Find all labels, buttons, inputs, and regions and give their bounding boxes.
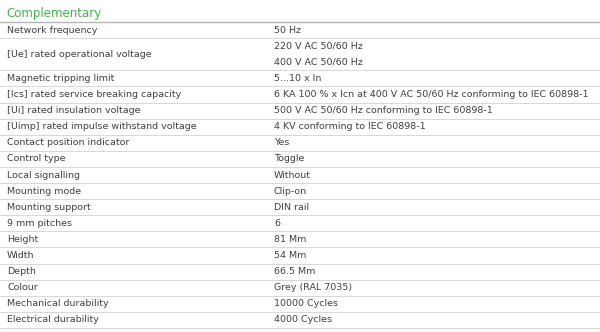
Text: Network frequency: Network frequency [7,26,97,35]
Text: 220 V AC 50/60 Hz: 220 V AC 50/60 Hz [274,42,363,51]
Text: 81 Mm: 81 Mm [274,235,307,244]
Text: Magnetic tripping limit: Magnetic tripping limit [7,74,115,83]
Text: Mounting mode: Mounting mode [7,187,81,196]
Text: Colour: Colour [7,283,38,292]
Text: [Ui] rated insulation voltage: [Ui] rated insulation voltage [7,106,140,115]
Text: Clip-on: Clip-on [274,187,307,196]
Text: 4 KV conforming to IEC 60898-1: 4 KV conforming to IEC 60898-1 [274,122,425,131]
Text: Local signalling: Local signalling [7,171,80,180]
Text: Depth: Depth [7,267,36,276]
Text: 6: 6 [274,219,280,228]
Text: 6 KA 100 % x Icn at 400 V AC 50/60 Hz conforming to IEC 60898-1: 6 KA 100 % x Icn at 400 V AC 50/60 Hz co… [274,90,589,99]
Text: 50 Hz: 50 Hz [274,26,301,35]
Text: 4000 Cycles: 4000 Cycles [274,315,332,324]
Text: Mechanical durability: Mechanical durability [7,299,109,308]
Text: [Ics] rated service breaking capacity: [Ics] rated service breaking capacity [7,90,181,99]
Text: 66.5 Mm: 66.5 Mm [274,267,316,276]
Text: 54 Mm: 54 Mm [274,251,307,260]
Text: Contact position indicator: Contact position indicator [7,138,130,147]
Text: Electrical durability: Electrical durability [7,315,99,324]
Text: DIN rail: DIN rail [274,203,309,212]
Text: 500 V AC 50/60 Hz conforming to IEC 60898-1: 500 V AC 50/60 Hz conforming to IEC 6089… [274,106,493,115]
Text: Grey (RAL 7035): Grey (RAL 7035) [274,283,352,292]
Text: [Ue] rated operational voltage: [Ue] rated operational voltage [7,50,152,59]
Text: 400 V AC 50/60 Hz: 400 V AC 50/60 Hz [274,58,363,67]
Text: Yes: Yes [274,138,289,147]
Text: 5...10 x In: 5...10 x In [274,74,322,83]
Text: 10000 Cycles: 10000 Cycles [274,299,338,308]
Text: Control type: Control type [7,154,65,163]
Text: 9 mm pitches: 9 mm pitches [7,219,72,228]
Text: Mounting support: Mounting support [7,203,91,212]
Text: Complementary: Complementary [6,7,101,20]
Text: Width: Width [7,251,35,260]
Text: [Uimp] rated impulse withstand voltage: [Uimp] rated impulse withstand voltage [7,122,197,131]
Text: Height: Height [7,235,38,244]
Text: Toggle: Toggle [274,154,304,163]
Text: Without: Without [274,171,311,180]
